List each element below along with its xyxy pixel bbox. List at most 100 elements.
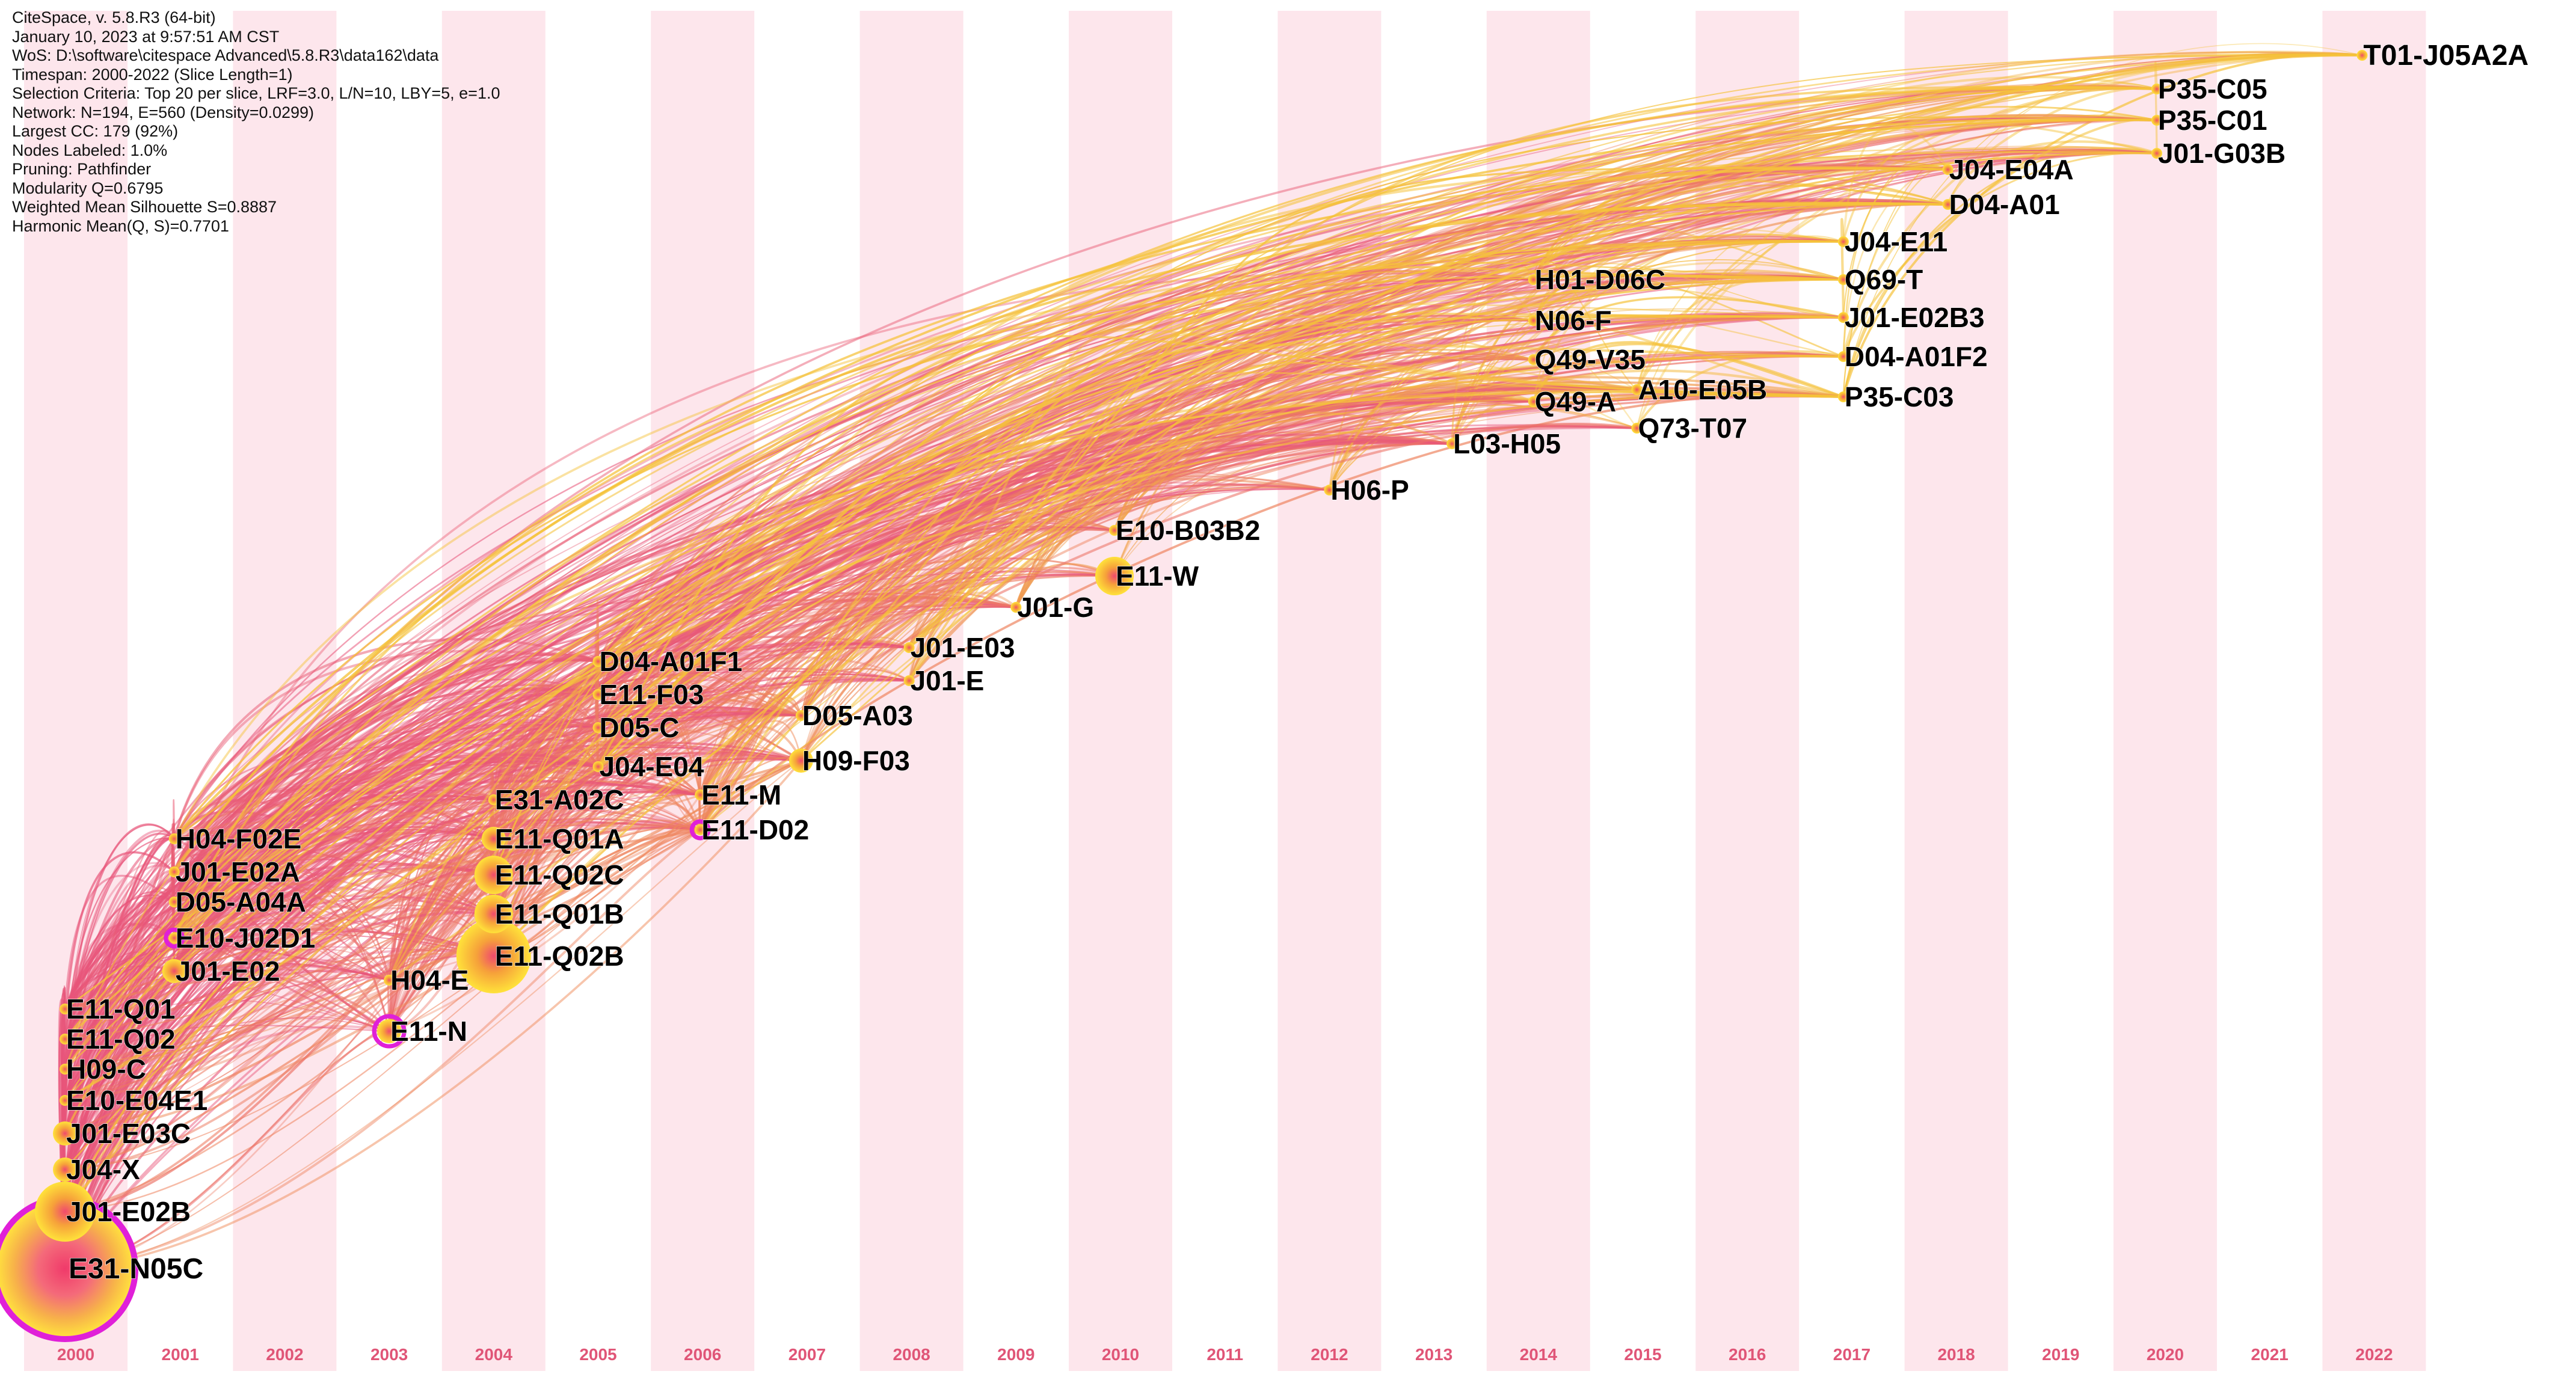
year-label-2017: 2017 — [1833, 1345, 1871, 1364]
node-e11-w — [1095, 557, 1134, 595]
link — [173, 706, 599, 872]
info-line: Largest CC: 179 (92%) — [12, 122, 179, 140]
link — [64, 117, 2157, 1212]
link — [174, 726, 598, 939]
node-h04-e — [384, 975, 395, 986]
node-label: E10-E04E1 — [66, 1085, 207, 1116]
link — [64, 866, 494, 1102]
link — [492, 658, 599, 839]
node-label: D04-A01F1 — [600, 646, 743, 677]
node-e31-n05c — [0, 1201, 132, 1336]
link — [1946, 140, 2157, 205]
link — [388, 390, 1843, 981]
node-label: E11-Q02C — [495, 859, 624, 891]
node-label: D04-A01 — [1949, 189, 2060, 220]
link — [64, 239, 1844, 1134]
link — [800, 87, 2157, 762]
info-line: Timespan: 2000-2022 (Slice Length=1) — [12, 65, 293, 84]
link — [64, 202, 1948, 1213]
link — [173, 85, 2157, 839]
link — [173, 272, 1534, 903]
link — [64, 829, 701, 1170]
link — [173, 706, 802, 972]
link — [598, 683, 701, 796]
link — [64, 1025, 390, 1212]
node-label: E11-W — [1116, 560, 1199, 592]
node-label: H04-E — [390, 964, 469, 996]
node-label: J04-E11 — [1845, 226, 1947, 257]
node-label: D05-A03 — [802, 700, 913, 731]
year-label-2011: 2011 — [1207, 1345, 1243, 1364]
node-p35-c03 — [1837, 391, 1849, 402]
link — [1532, 106, 2157, 280]
year-stripe-2018 — [1904, 11, 2008, 1371]
link — [699, 54, 2362, 796]
year-label-2002: 2002 — [266, 1345, 303, 1364]
link — [1842, 123, 2157, 242]
year-stripe-2020 — [2113, 11, 2217, 1371]
link — [173, 240, 1843, 939]
node-label: J04-E04A — [1949, 154, 2074, 185]
node-label: E11-Q01 — [66, 993, 176, 1025]
link — [64, 746, 802, 1010]
node-label: E10-J02D1 — [176, 922, 316, 954]
link — [64, 644, 909, 1040]
node-d04-a01f1 — [592, 656, 604, 667]
node-labels: E31-N05CJ01-E02BJ04-XJ01-E03CE10-E04E1H0… — [66, 39, 2528, 1285]
node-label: J01-G03B — [2158, 138, 2286, 169]
info-line: CiteSpace, v. 5.8.R3 (64-bit) — [12, 8, 216, 26]
link — [699, 696, 802, 831]
link — [1842, 147, 2157, 397]
link — [64, 693, 598, 1101]
keyword-nodes — [0, 50, 2368, 1342]
link — [64, 785, 701, 1269]
node-label: P35-C01 — [2158, 105, 2267, 136]
link — [1842, 118, 2157, 357]
node-j04-x — [53, 1158, 77, 1182]
link — [173, 799, 494, 876]
year-label-2013: 2013 — [1415, 1345, 1452, 1364]
node-label: E31-A02C — [495, 784, 624, 815]
link — [173, 684, 598, 939]
node-label: T01-J05A2A — [2363, 40, 2528, 72]
year-label-2016: 2016 — [1729, 1345, 1766, 1364]
node-e10-b03b2 — [1109, 525, 1120, 536]
year-label-2006: 2006 — [684, 1345, 721, 1364]
node-e11-q01b — [474, 895, 513, 933]
node-label: D05-A04A — [176, 886, 306, 918]
year-label-2008: 2008 — [893, 1345, 930, 1364]
link — [173, 738, 802, 872]
link — [1114, 387, 1637, 577]
info-line: Modularity Q=0.6795 — [12, 179, 164, 197]
year-stripe-2002 — [233, 11, 337, 1371]
node-e11-q01a — [481, 827, 506, 851]
link — [64, 874, 175, 1010]
betweenness-ring — [689, 819, 711, 841]
link — [800, 478, 1330, 716]
node-j01-e03 — [903, 642, 915, 653]
link — [908, 270, 1843, 681]
node-label: J01-E02 — [176, 955, 280, 987]
node-label: E11-Q02 — [66, 1023, 176, 1055]
link — [64, 694, 599, 1270]
node-e10-e04e1 — [60, 1095, 70, 1106]
link — [64, 88, 2157, 1070]
link — [64, 887, 176, 1010]
link — [173, 53, 2362, 839]
link — [64, 726, 599, 1213]
link — [64, 726, 599, 1070]
year-stripe-2022 — [2322, 11, 2426, 1371]
year-label-2000: 2000 — [57, 1345, 94, 1364]
link — [1328, 337, 1534, 491]
node-e11-m — [695, 790, 706, 800]
link — [173, 201, 1948, 840]
link — [173, 241, 1843, 839]
link — [493, 693, 598, 801]
link — [64, 874, 494, 1135]
year-label-2001: 2001 — [162, 1345, 199, 1364]
node-label: H01-D06C — [1535, 264, 1665, 295]
link — [64, 829, 701, 1070]
node-e11-q02b — [456, 919, 531, 993]
node-label: H06-P — [1330, 474, 1409, 506]
link — [908, 85, 2157, 682]
